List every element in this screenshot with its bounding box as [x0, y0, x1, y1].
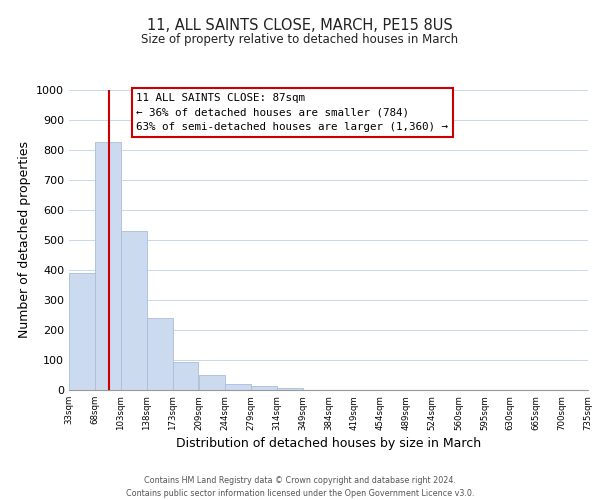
Text: 11, ALL SAINTS CLOSE, MARCH, PE15 8US: 11, ALL SAINTS CLOSE, MARCH, PE15 8US: [147, 18, 453, 32]
Bar: [146, 318, 173, 390]
Text: Size of property relative to detached houses in March: Size of property relative to detached ho…: [142, 32, 458, 46]
Bar: [199, 375, 225, 390]
Bar: [251, 386, 277, 390]
Text: 11 ALL SAINTS CLOSE: 87sqm
← 36% of detached houses are smaller (784)
63% of sem: 11 ALL SAINTS CLOSE: 87sqm ← 36% of deta…: [136, 93, 448, 132]
Bar: [69, 273, 95, 390]
Bar: [173, 362, 199, 390]
Bar: [277, 388, 302, 390]
X-axis label: Distribution of detached houses by size in March: Distribution of detached houses by size …: [176, 436, 481, 450]
Text: Contains HM Land Registry data © Crown copyright and database right 2024.
Contai: Contains HM Land Registry data © Crown c…: [126, 476, 474, 498]
Y-axis label: Number of detached properties: Number of detached properties: [17, 142, 31, 338]
Bar: [95, 142, 121, 390]
Bar: [121, 231, 146, 390]
Bar: [225, 384, 251, 390]
